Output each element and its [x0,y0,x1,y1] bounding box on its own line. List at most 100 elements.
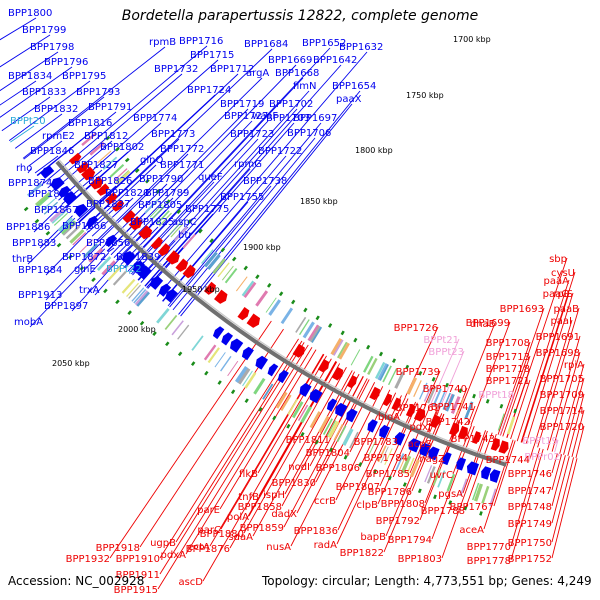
cog-color-block [394,371,405,389]
forward-leader-line [76,185,117,221]
reverse-gene-label: BPP1915 [114,585,158,596]
minor-tick [145,178,150,184]
minor-tick [230,389,236,395]
cog-color-block [395,453,405,471]
minor-tick [165,341,170,347]
reverse-leader-line [533,319,573,447]
reverse-leader-line [551,454,563,491]
forward-leader-line [34,155,59,174]
cog-color-block [332,339,344,356]
reverse-gene-label: bapB [360,532,386,543]
kbp-tick-label: 1850 kbp [300,197,338,206]
cog-color-block [126,282,140,298]
reverse-leader-line [159,338,299,559]
cog-color-block [367,440,377,458]
reverse-gene-arrow [112,199,125,212]
reverse-leader-line [220,354,325,530]
forward-gene-arrow [326,398,338,412]
cog-color-block [310,326,323,343]
minor-tick [379,351,384,357]
forward-gene-label: BPP1738 [243,176,287,187]
minor-tick [328,323,333,328]
cog-color-block [58,217,74,232]
forward-gene-label: BPP1825 [130,217,174,228]
cog-color-block [241,280,255,297]
reverse-gene-label: sbp [549,254,567,265]
reverse-gene-label: BPP1761 [396,403,440,414]
forward-leader-line [123,47,331,268]
forward-leader-line [65,122,162,209]
reverse-gene-label: BPP1876 [186,544,230,555]
minor-tick [255,274,260,280]
reverse-leader-line [411,413,445,492]
forward-leader-line [162,155,287,302]
cog-color-block [234,366,248,383]
cog-color-block [115,170,130,184]
cog-color-block [350,349,361,366]
forward-leader-line [45,243,101,301]
cog-color-block [235,276,248,292]
forward-gene-label: trxA [79,285,100,296]
forward-gene-arrow [481,466,492,480]
cog-color-block [134,290,149,306]
forward-gene-label: BPP1724 [187,85,231,96]
forward-gene-label: aspC [172,217,197,228]
cog-color-block [349,431,359,449]
forward-gene-arrow [255,355,268,370]
accession-text: Accession: NC_002928 [8,574,145,588]
cog-color-block [413,380,422,397]
minor-tick [343,454,348,460]
reverse-gene-arrow [346,375,358,389]
reverse-gene-label: dadX [271,509,297,520]
reverse-gene-arrow [449,422,460,436]
cog-color-block [51,210,67,224]
forward-gene-label: rpmB [149,37,176,48]
forward-leader-line [167,122,322,307]
reverse-leader-line [377,404,423,505]
reverse-gene-arrow [429,414,440,428]
reverse-gene-arrow [122,210,136,223]
reverse-gene-label: BPP1767 [450,502,494,513]
reverse-leader-line [437,406,441,412]
forward-leader-line [110,64,297,256]
reverse-leader-line [510,447,541,547]
reverse-leader-line [559,363,585,454]
cog-color-block [437,470,446,488]
reverse-gene-label: BPP1726 [394,323,438,334]
reverse-gene-label: BPP1708 [486,338,530,349]
cog-color-block [298,319,310,336]
reverse-gene-arrow [175,258,189,272]
forward-gene-label: BPP1774 [133,113,177,124]
reverse-leader-line [109,320,272,559]
forward-gene-label: BPP1800 [8,8,52,19]
forward-gene-label: BPP1716 [179,36,223,47]
forward-gene-arrow [299,383,312,397]
cog-color-block [88,247,104,263]
forward-leader-line [156,51,368,297]
forward-gene-label: BPP1802 [100,142,144,153]
reverse-leader-line [483,439,514,530]
reverse-leader-line [502,355,531,437]
forward-gene-label: BPP1772 [160,144,204,155]
cog-color-block [400,455,412,474]
cog-color-block [168,221,182,236]
cog-color-block [367,357,378,375]
reverse-gene-label: BPP1750 [508,538,552,549]
cog-color-block [212,258,226,275]
reverse-gene-label: BPP1721 [486,376,530,387]
cog-color-block [426,466,436,484]
reverse-gene-label: BPP1743 [451,434,495,445]
cog-color-block [489,488,497,507]
forward-gene-arrow [456,457,467,471]
forward-gene-arrow [394,432,406,446]
forward-gene-label: mobA [14,317,43,328]
cog-color-block [43,201,59,215]
reverse-gene-arrow [331,366,344,381]
forward-leader-line [0,17,37,41]
reverse-gene-arrow [68,152,82,165]
forward-leader-line [28,140,63,167]
forward-gene-arrow [212,326,225,340]
cog-color-block [363,355,374,373]
minor-tick [485,398,490,404]
